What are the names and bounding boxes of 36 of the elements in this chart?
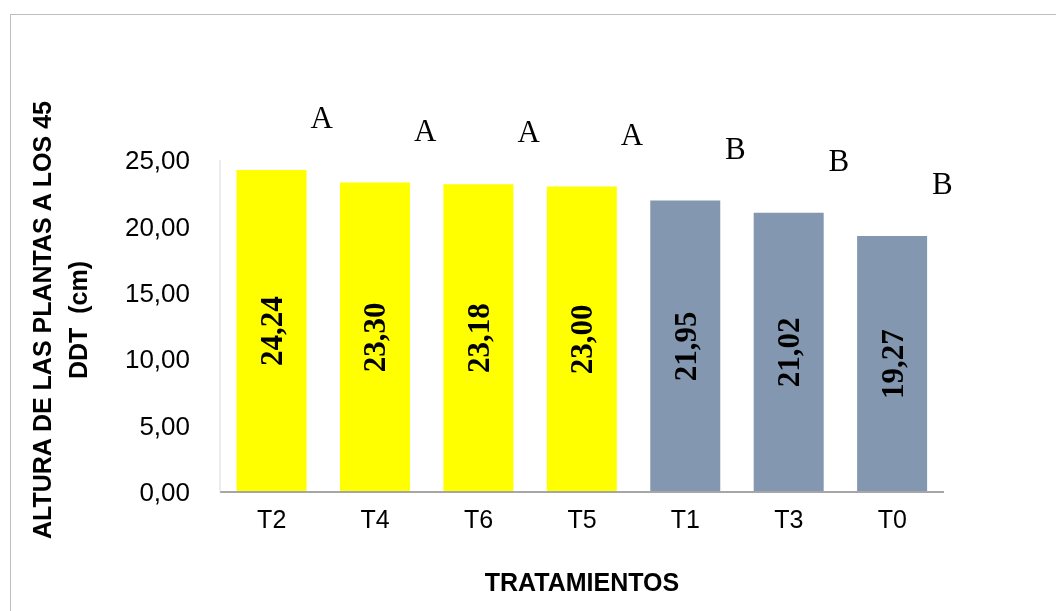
bar bbox=[650, 200, 721, 492]
annotation: B bbox=[725, 130, 746, 166]
y-tick-label: 10,00 bbox=[124, 344, 190, 375]
x-tick-label: T4 bbox=[360, 504, 390, 533]
annotation: A bbox=[517, 114, 541, 150]
annotation: B bbox=[828, 142, 850, 178]
data-label: 21,95 bbox=[667, 311, 703, 382]
bar bbox=[236, 170, 307, 492]
annotation: A bbox=[413, 112, 437, 148]
x-tick-label: T1 bbox=[670, 504, 701, 533]
bar bbox=[443, 184, 514, 492]
data-label: 23,30 bbox=[357, 302, 393, 373]
y-tick-label: 20,00 bbox=[124, 211, 190, 242]
y-tick-label: 25,00 bbox=[124, 145, 190, 176]
x-tick-label: T5 bbox=[567, 504, 597, 533]
x-tick-label: T3 bbox=[774, 504, 804, 533]
x-tick-label: T6 bbox=[463, 504, 494, 533]
y-tick-label: 15,00 bbox=[124, 278, 190, 309]
annotation: B bbox=[931, 166, 953, 202]
bar bbox=[753, 212, 824, 492]
y-axis-title: ALTURA DE LAS PLANTAS A LOS 45 DDT (cm) bbox=[27, 100, 93, 541]
annotation: A bbox=[620, 116, 644, 152]
y-tick-label: 5,00 bbox=[139, 410, 190, 441]
x-tick-label: T0 bbox=[877, 504, 907, 533]
x-axis-title: TRATAMIENTOS bbox=[484, 568, 680, 596]
x-tick-label: T2 bbox=[257, 504, 287, 533]
data-label: 21,02 bbox=[771, 317, 807, 388]
bar bbox=[546, 186, 617, 492]
y-tick-label: 0,00 bbox=[139, 477, 190, 508]
data-label: 19,27 bbox=[874, 329, 910, 399]
data-label: 23,18 bbox=[460, 303, 496, 373]
annotation: A bbox=[310, 100, 334, 136]
bar bbox=[857, 236, 928, 492]
data-label: 23,00 bbox=[564, 304, 600, 375]
bar bbox=[339, 182, 410, 492]
data-label: 24,24 bbox=[254, 296, 290, 366]
